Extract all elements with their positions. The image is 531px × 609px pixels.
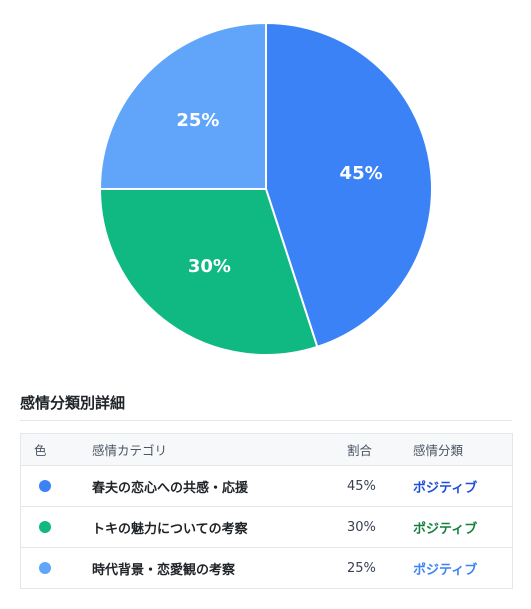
- table-row: トキの魅力についての考察 30% ポジティブ: [20, 506, 513, 548]
- pie-slice: [265, 21, 433, 349]
- col-header-category: 感情カテゴリ: [92, 433, 347, 466]
- color-dot: [39, 480, 51, 492]
- col-header-classification: 感情分類: [413, 433, 513, 466]
- color-dot: [39, 562, 51, 574]
- pie-chart: 45% 30% 25%: [98, 21, 433, 356]
- section-divider: [20, 420, 512, 421]
- category-cell: 時代背景・恋愛観の考察: [92, 562, 236, 578]
- col-header-color: 色: [20, 433, 92, 466]
- table-header-row: 色 感情カテゴリ 割合 感情分類: [20, 433, 513, 466]
- category-cell: トキの魅力についての考察: [92, 521, 248, 537]
- color-cell: [20, 465, 92, 507]
- pie-slice: [98, 188, 319, 356]
- pie-chart-area: 45% 30% 25%: [98, 21, 433, 356]
- col-header-ratio: 割合: [347, 433, 413, 466]
- color-cell: [21, 548, 93, 589]
- slice-percent-label: 25%: [176, 110, 219, 131]
- category-cell: 春夫の恋心への共感・応援: [92, 480, 249, 496]
- section-title: 感情分類別詳細: [20, 394, 126, 412]
- slice-percent-label: 30%: [188, 256, 231, 277]
- ratio-cell: 45%: [347, 478, 376, 494]
- table-row: 春夫の恋心への共感・応援 45% ポジティブ: [20, 465, 513, 507]
- color-dot: [39, 521, 51, 533]
- ratio-cell: 30%: [347, 519, 376, 535]
- pie-slice: [98, 21, 267, 190]
- color-cell: [20, 506, 92, 548]
- ratio-cell: 25%: [347, 560, 376, 576]
- classification-cell: ポジティブ: [413, 480, 478, 496]
- detail-table: 色 感情カテゴリ 割合 感情分類 春夫の恋心への共感・応援 45% ポジティブ …: [20, 433, 513, 589]
- classification-cell: ポジティブ: [413, 562, 478, 578]
- table-row: 時代背景・恋愛観の考察 25% ポジティブ: [21, 548, 513, 589]
- slice-percent-label: 45%: [340, 163, 383, 184]
- classification-cell: ポジティブ: [413, 521, 478, 537]
